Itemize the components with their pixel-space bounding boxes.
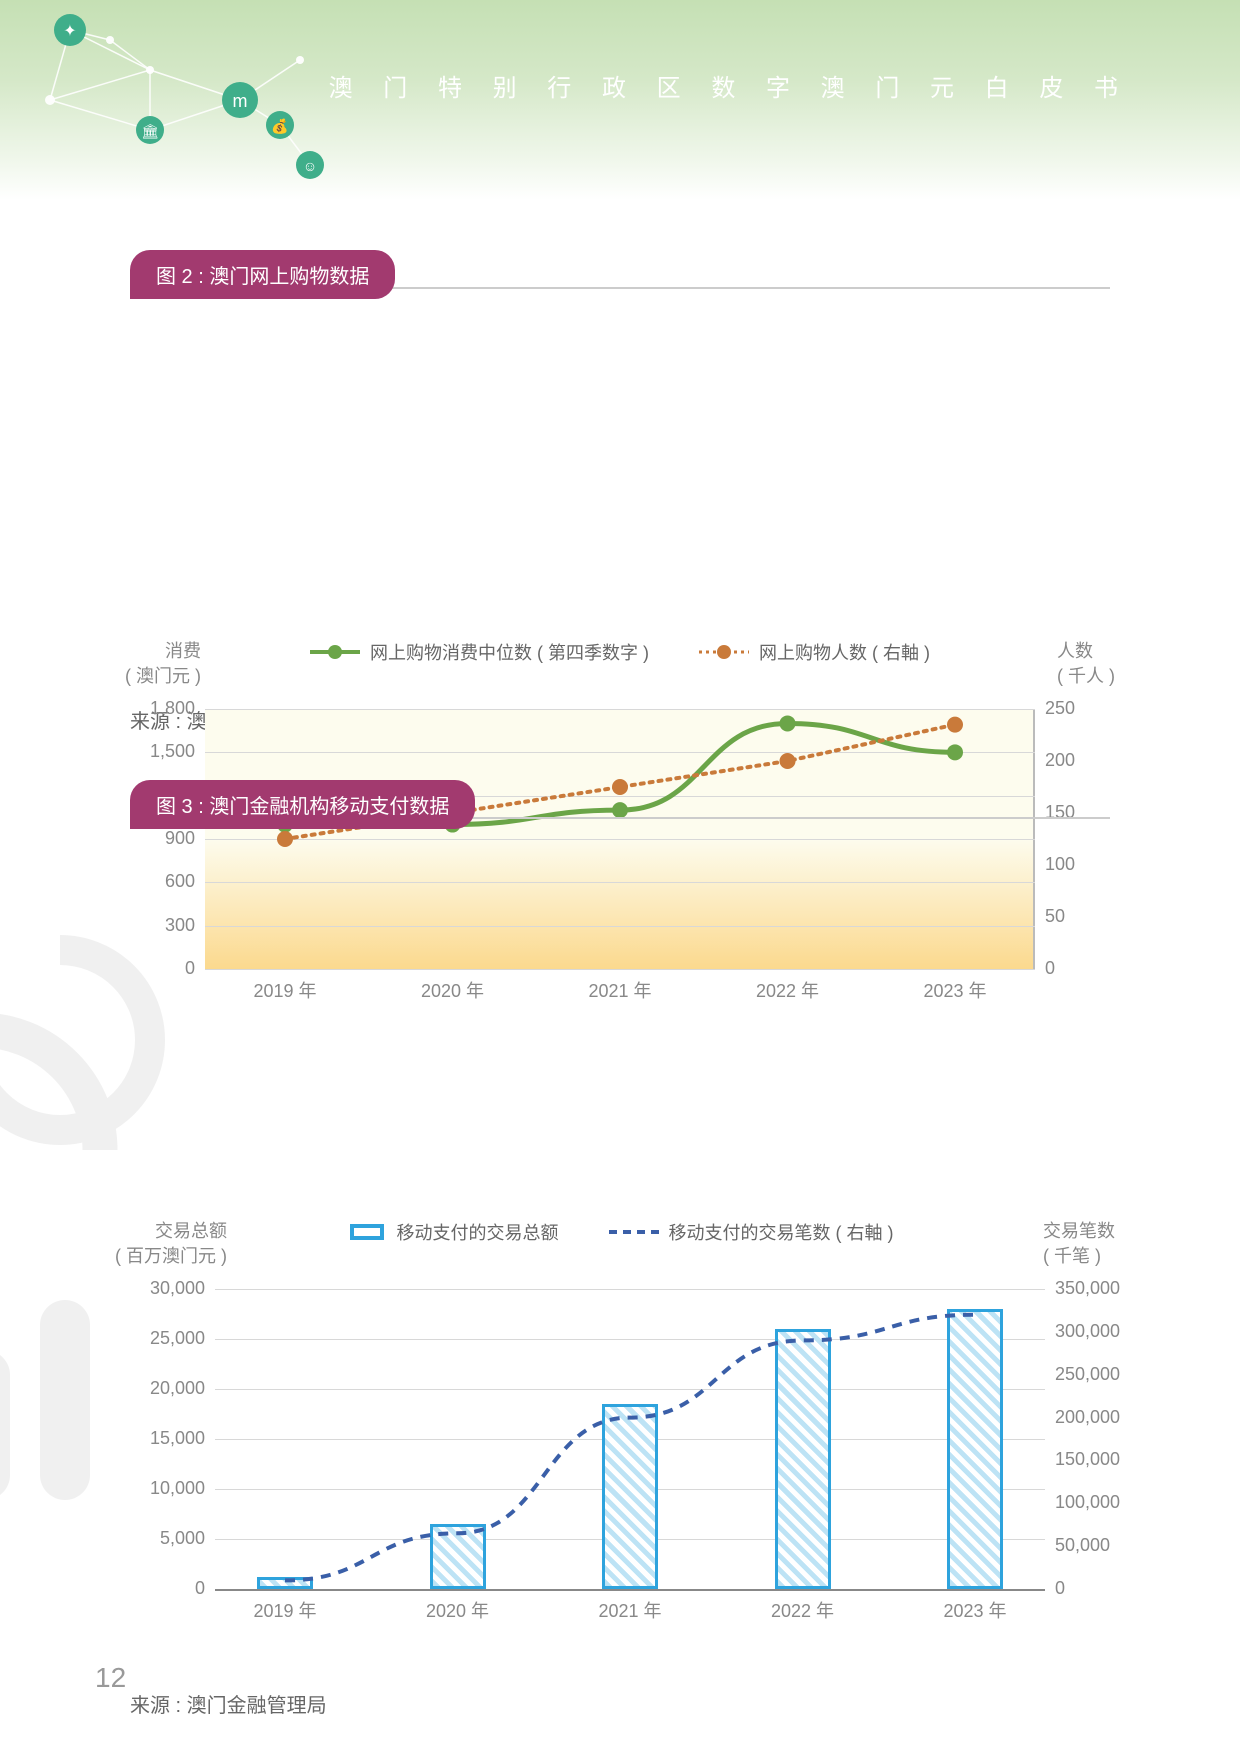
y2-tick: 200,000 [1055, 1407, 1155, 1428]
y2-tick: 150,000 [1055, 1449, 1155, 1470]
x-tick: 2020 年 [426, 1597, 489, 1623]
y1-tick: 0 [125, 1578, 205, 1599]
x-tick: 2022 年 [771, 1597, 834, 1623]
chart-2-title: 图 3 : 澳门金融机构移动支付数据 [130, 780, 475, 829]
y2-tick: 250 [1045, 698, 1145, 719]
legend-bars-label: 移动支付的交易总额 [397, 1219, 559, 1245]
x-tick: 2023 年 [943, 1597, 1006, 1623]
chart-2-section: 图 3 : 澳门金融机构移动支付数据 交易总额 ( 百万澳门元 ) 交易笔数 (… [130, 780, 1110, 1718]
chart-1-y2-label: 人数 ( 千人 ) [1057, 639, 1115, 689]
y2-tick: 0 [1055, 1578, 1155, 1599]
legend-series2: 网上购物人数 ( 右軸 ) [699, 639, 930, 665]
legend-line: 移动支付的交易笔数 ( 右軸 ) [609, 1219, 894, 1245]
legend-series1: 网上购物消费中位数 ( 第四季数字 ) [310, 639, 649, 665]
x-tick: 2021 年 [598, 1597, 661, 1623]
page-number: 12 [95, 1662, 126, 1694]
chart-2-y2-label: 交易笔数 ( 千笔 ) [1043, 1219, 1115, 1269]
y1-tick: 30,000 [125, 1278, 205, 1299]
chart-1-section: 图 2 : 澳门网上购物数据 消费 ( 澳门元 ) 人数 ( 千人 ) 0300… [130, 250, 1110, 734]
y2-tick: 50,000 [1055, 1535, 1155, 1556]
y2-label-line2: ( 千人 ) [1057, 666, 1115, 686]
chart-2-svg [215, 1289, 1045, 1589]
chart-2-legend: 移动支付的交易总额 移动支付的交易笔数 ( 右軸 ) [130, 1219, 1110, 1245]
svg-text:💰: 💰 [271, 118, 288, 135]
y1-label-line2: ( 百万澳门元 ) [115, 1246, 227, 1266]
legend-series2-label: 网上购物人数 ( 右軸 ) [759, 639, 930, 665]
chart-1-box: 消费 ( 澳门元 ) 人数 ( 千人 ) 03006009001,2001,50… [130, 639, 1110, 665]
y2-label-line1: 交易笔数 [1043, 1221, 1115, 1241]
svg-text:☺: ☺ [303, 158, 317, 174]
svg-text:✦: ✦ [63, 23, 76, 40]
chart-2-source: 来源 : 澳门金融管理局 [130, 1689, 1110, 1718]
y1-label-line1: 消费 [165, 641, 201, 661]
y2-label-line2: ( 千笔 ) [1043, 1246, 1101, 1266]
chart-2-plot-area: 05,00010,00015,00020,00025,00030,000050,… [215, 1289, 1045, 1589]
legend-line-label: 移动支付的交易笔数 ( 右軸 ) [669, 1219, 894, 1245]
chart-2-box: 交易总额 ( 百万澳门元 ) 交易笔数 ( 千笔 ) 05,00010,0001… [130, 1219, 1110, 1649]
header-title: 澳 门 特 别 行 政 区 数 字 澳 门 元 白 皮 书 [329, 68, 1130, 103]
y2-tick: 350,000 [1055, 1278, 1155, 1299]
legend-series1-label: 网上购物消费中位数 ( 第四季数字 ) [370, 639, 649, 665]
y1-tick: 5,000 [125, 1528, 205, 1549]
svg-text:🏛: 🏛 [141, 123, 159, 139]
svg-text:m: m [233, 91, 248, 111]
chart-1-legend: 网上购物消费中位数 ( 第四季数字 ) 网上购物人数 ( 右軸 ) [130, 639, 1110, 665]
y2-tick: 300,000 [1055, 1321, 1155, 1342]
legend-bars: 移动支付的交易总额 [347, 1219, 559, 1245]
y2-tick: 250,000 [1055, 1364, 1155, 1385]
y1-tick: 25,000 [125, 1328, 205, 1349]
y1-tick: 1,500 [115, 741, 195, 762]
y1-label-line2: ( 澳门元 ) [125, 666, 201, 686]
x-tick: 2019 年 [253, 1597, 316, 1623]
y1-tick: 10,000 [125, 1478, 205, 1499]
y2-label-line1: 人数 [1057, 641, 1093, 661]
chart-1-title: 图 2 : 澳门网上购物数据 [130, 250, 395, 299]
chart-2-y1-label: 交易总额 ( 百万澳门元 ) [115, 1219, 227, 1269]
y2-tick: 100,000 [1055, 1492, 1155, 1513]
y1-tick: 20,000 [125, 1378, 205, 1399]
y1-label-line1: 交易总额 [155, 1221, 227, 1241]
y2-tick: 200 [1045, 750, 1145, 771]
y1-tick: 15,000 [125, 1428, 205, 1449]
y1-tick: 1,800 [115, 698, 195, 719]
chart-1-y1-label: 消费 ( 澳门元 ) [125, 639, 201, 689]
